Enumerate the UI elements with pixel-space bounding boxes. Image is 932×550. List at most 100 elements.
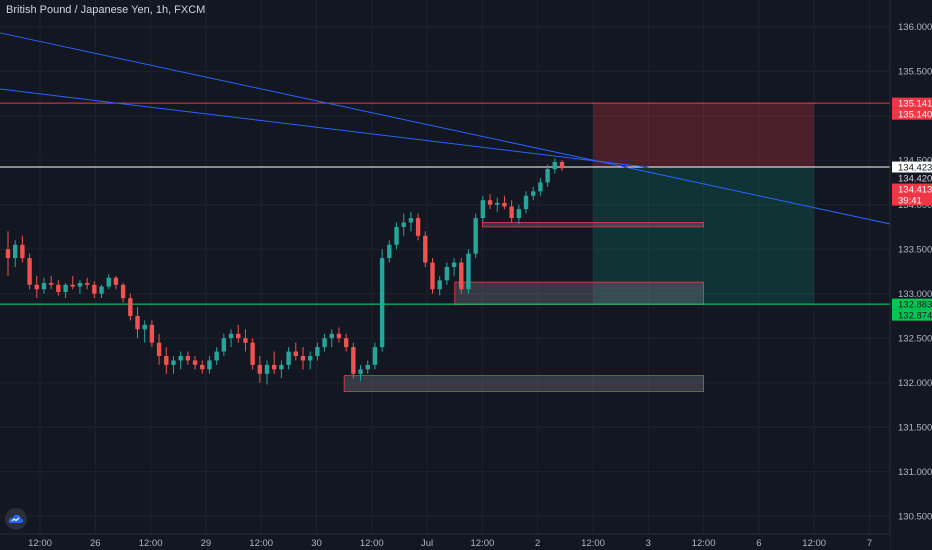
candle-body (257, 364, 263, 374)
chart-title: British Pound / Japanese Yen, 1h, FXCM (6, 4, 206, 16)
candle-body (41, 283, 47, 290)
time-tick-label: 12:00 (471, 538, 495, 549)
candle-body (300, 356, 306, 361)
candle-body (423, 235, 428, 263)
candle-body (221, 338, 227, 352)
candles (5, 158, 565, 385)
candle-body (329, 333, 334, 339)
time-tick-label: 6 (756, 538, 761, 549)
price-label-bg (892, 298, 932, 310)
price-tick-label: 132.500 (898, 334, 932, 345)
candle-body (272, 364, 277, 370)
candle-body (293, 351, 298, 356)
candle-body (509, 206, 514, 219)
candle-body (437, 280, 442, 290)
candle-body (164, 356, 169, 365)
candle-body (156, 342, 162, 356)
candle-body (480, 200, 486, 219)
horizontal-lines (0, 102, 890, 305)
candle-body (214, 351, 219, 361)
time-tick-label: 30 (311, 538, 322, 549)
candle-body (444, 267, 450, 281)
candle-body (128, 298, 133, 316)
candle-body (236, 333, 241, 339)
candle-body (243, 338, 248, 343)
time-tick-label: 12:00 (249, 538, 273, 549)
price-axis[interactable] (890, 0, 932, 550)
candle-body (178, 356, 183, 361)
candle-body (473, 218, 478, 254)
price-tick-label: 133.500 (898, 245, 932, 256)
price-tick-label: 134.000 (898, 200, 932, 211)
candle-body (538, 182, 543, 192)
candle-body (307, 356, 313, 361)
price-label: 134.420 (898, 174, 932, 185)
tradingview-cloud-icon (8, 514, 24, 523)
price-label: 135.140 (898, 110, 932, 121)
candle-body (70, 284, 75, 287)
risk-zone (593, 103, 815, 168)
candle-body (5, 249, 11, 259)
price-label: 39:41 (898, 196, 922, 207)
candle-body (459, 262, 464, 290)
time-tick-label: 12:00 (692, 538, 716, 549)
candle-body (99, 286, 104, 294)
candle-body (56, 284, 61, 292)
candle-body (135, 315, 140, 330)
time-tick-label: 2 (535, 538, 540, 549)
candle-body (387, 244, 392, 259)
candle-body (531, 191, 536, 196)
candle-body (77, 283, 83, 287)
time-tick-label: 12:00 (802, 538, 826, 549)
demand-zone (343, 375, 705, 392)
demand-zone (481, 222, 704, 228)
candle-body (502, 202, 507, 207)
price-label: 132.874 (898, 311, 932, 322)
candle-body (113, 277, 119, 285)
time-tick-label: 3 (646, 538, 651, 549)
price-tick-label: 134.500 (898, 156, 932, 167)
price-label: 135.141 (898, 99, 932, 110)
candle-body (63, 284, 68, 292)
candle-body (372, 347, 378, 365)
time-tick-label: Jul (421, 538, 433, 549)
candle-body (84, 283, 90, 285)
price-tick-label: 132.000 (898, 378, 932, 389)
candle-body (358, 369, 363, 374)
price-tick-label: 135.500 (898, 67, 932, 78)
candle-body (27, 258, 32, 285)
price-label-bg (892, 172, 932, 184)
price-tick-label: 131.000 (898, 467, 932, 478)
time-tick-label: 29 (201, 538, 212, 549)
candle-body (552, 161, 558, 170)
candle-body (20, 244, 25, 259)
time-tick-label: 7 (867, 538, 872, 549)
candle-body (451, 262, 457, 267)
price-label-bg (892, 309, 932, 321)
candle-body (279, 364, 284, 370)
candle-body (408, 218, 414, 223)
demand-zone (454, 281, 705, 305)
candle-body (207, 360, 212, 370)
candle-body (315, 347, 320, 356)
reward-zone (593, 167, 815, 305)
candle-body (322, 338, 327, 348)
time-axis[interactable] (0, 534, 890, 550)
tradingview-logo[interactable] (5, 508, 27, 530)
candle-body (466, 253, 471, 290)
price-tick-label: 136.000 (898, 22, 932, 33)
price-tick-label: 130.500 (898, 512, 932, 523)
candle-body (250, 342, 255, 365)
candle-body (394, 226, 399, 245)
candle-body (92, 284, 97, 294)
trendline (0, 32, 925, 232)
price-label: 134.423 (898, 163, 932, 174)
candle-body (12, 244, 18, 259)
candle-body (559, 161, 565, 169)
price-tick-label: 131.500 (898, 423, 932, 434)
candle-body (415, 218, 421, 236)
candle-body (192, 360, 198, 365)
candle-body (171, 360, 176, 365)
